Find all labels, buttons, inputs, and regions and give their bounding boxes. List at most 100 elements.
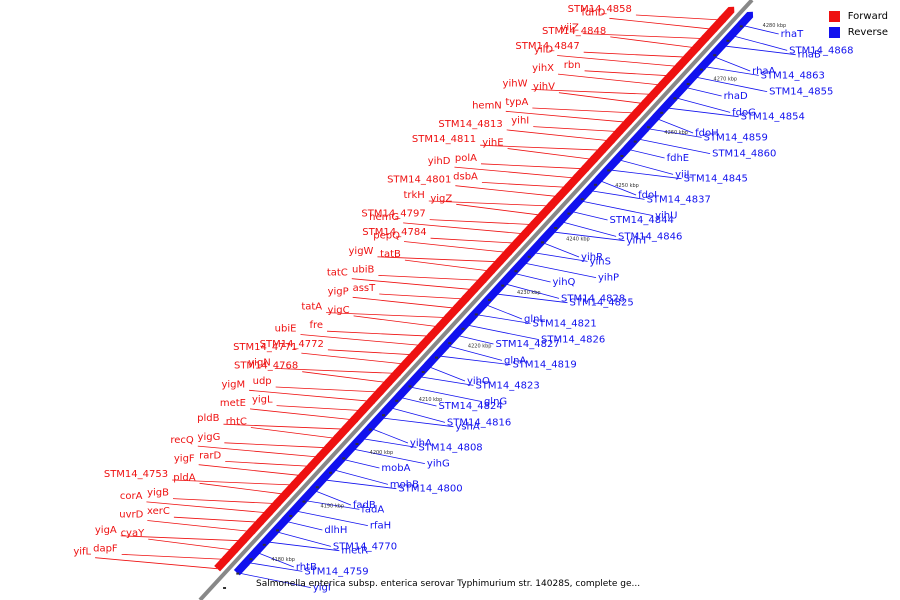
forward-gene-label[interactable]: metE — [220, 398, 246, 409]
forward-gene-label[interactable]: STM14_4753 — [104, 469, 168, 480]
reverse-gene-label[interactable]: mobA — [381, 463, 410, 474]
reverse-gene-label[interactable]: mobB — [390, 479, 419, 490]
forward-gene-label[interactable]: STM14_4858 — [568, 4, 632, 15]
forward-gene-label[interactable]: corA — [120, 491, 143, 502]
reverse-gene-label[interactable]: rhaD — [724, 91, 748, 102]
reverse-gene-label[interactable]: yihQ — [553, 277, 576, 288]
legend-item-forward[interactable]: Forward — [828, 8, 888, 24]
forward-gene-label[interactable]: ubiB — [352, 264, 374, 275]
reverse-gene-label[interactable]: yihU — [655, 211, 677, 222]
forward-gene-label[interactable]: STM14_4811 — [412, 134, 476, 145]
forward-gene-label[interactable]: yihV — [533, 82, 555, 93]
reverse-gene-label[interactable]: STM14_4808 — [418, 442, 482, 453]
forward-gene-label[interactable]: yiiZ — [560, 23, 578, 34]
reverse-gene-label[interactable]: STM14_4837 — [647, 194, 711, 205]
forward-gene-label[interactable]: rhtC — [226, 417, 247, 428]
forward-gene-label[interactable]: cyaY — [121, 528, 146, 539]
forward-gene-label[interactable]: hemN — [472, 100, 502, 111]
forward-gene-label[interactable]: STM14_4768 — [234, 361, 298, 372]
reverse-gene-label[interactable]: glnG — [484, 397, 507, 408]
reverse-gene-label[interactable]: STM14_4800 — [398, 484, 462, 495]
forward-gene-label[interactable]: yigM — [221, 379, 245, 390]
forward-gene-label[interactable]: yigZ — [430, 193, 452, 204]
forward-gene-label[interactable]: ubiE — [275, 324, 297, 335]
forward-gene-label[interactable]: assT — [353, 283, 377, 294]
reverse-gene-label[interactable]: glnA — [504, 355, 526, 366]
forward-gene-label[interactable]: udp — [253, 376, 272, 387]
reverse-gene-label[interactable]: STM14_4823 — [475, 380, 539, 391]
forward-gene-label[interactable]: dapF — [93, 543, 118, 554]
reverse-gene-label[interactable]: yshA — [455, 422, 479, 433]
reverse-gene-label[interactable]: STM14_4863 — [761, 70, 825, 81]
forward-gene-label[interactable]: yigP — [328, 286, 349, 297]
reverse-gene-label[interactable]: STM14_4855 — [769, 87, 833, 98]
forward-gene-label[interactable]: STM14_4797 — [361, 209, 425, 220]
forward-gene-label[interactable]: yihI — [511, 116, 529, 127]
forward-gene-arrow[interactable] — [214, 555, 230, 572]
reverse-gene-label[interactable]: glnL — [524, 314, 545, 325]
forward-gene-label[interactable]: STM14_4784 — [362, 227, 426, 238]
reverse-gene-label[interactable]: STM14_4845 — [684, 174, 748, 185]
reverse-gene-label[interactable]: STM14_4860 — [712, 149, 776, 160]
forward-gene-label[interactable]: trkH — [403, 190, 424, 201]
forward-gene-label[interactable]: yigN — [248, 357, 271, 368]
reverse-gene-label[interactable]: yihT — [627, 236, 649, 247]
forward-gene-label[interactable]: pldB — [197, 413, 219, 424]
forward-gene-label[interactable]: STM14_4848 — [542, 26, 606, 37]
forward-gene-label[interactable]: STM14_4813 — [438, 119, 502, 130]
reverse-gene-label[interactable]: rhaT — [781, 29, 804, 40]
forward-gene-label[interactable]: yihD — [428, 156, 451, 167]
reverse-gene-label[interactable]: STM14_4825 — [570, 298, 634, 309]
reverse-gene-label[interactable]: yihS — [590, 256, 611, 267]
reverse-gene-label[interactable]: dlhH — [324, 525, 347, 536]
forward-gene-label[interactable]: fre — [309, 320, 323, 331]
forward-gene-label[interactable]: STM14_4772 — [260, 339, 324, 350]
reverse-gene-label[interactable]: STM14_4828 — [561, 293, 625, 304]
reverse-gene-label[interactable]: STM14_4819 — [512, 360, 576, 371]
reverse-gene-label[interactable]: STM14_4859 — [704, 132, 768, 143]
legend-item-reverse[interactable]: Reverse — [828, 24, 888, 40]
forward-gene-label[interactable]: STM14_4801 — [387, 175, 451, 186]
forward-gene-label[interactable]: xerC — [147, 506, 170, 517]
forward-gene-label[interactable]: yigB — [147, 488, 169, 499]
forward-gene-label[interactable]: tatC — [327, 268, 348, 279]
reverse-gene-label[interactable]: fadB — [353, 500, 376, 511]
reverse-gene-label[interactable]: rhtB — [296, 562, 317, 573]
forward-gene-label[interactable]: hemG — [369, 212, 399, 223]
reverse-gene-label[interactable]: STM14_4759 — [304, 566, 368, 577]
forward-gene-label[interactable]: typA — [505, 97, 528, 108]
forward-gene-label[interactable]: pldA — [173, 472, 195, 483]
forward-gene-label[interactable]: fdhD — [581, 7, 605, 18]
forward-gene-label[interactable]: yigA — [95, 525, 117, 536]
forward-gene-label[interactable]: rarD — [199, 450, 221, 461]
reverse-gene-label[interactable]: STM14_4868 — [789, 45, 853, 56]
reverse-gene-label[interactable]: STM14_4827 — [495, 339, 559, 350]
reverse-gene-label[interactable]: yigI — [313, 583, 331, 594]
reverse-gene-label[interactable]: STM14_4824 — [438, 401, 502, 412]
forward-gene-label[interactable]: polA — [455, 153, 477, 164]
reverse-gene-label[interactable]: STM14_4770 — [333, 541, 397, 552]
forward-gene-label[interactable]: uvrD — [119, 510, 143, 521]
forward-gene-label[interactable]: yigL — [252, 395, 273, 406]
forward-gene-label[interactable]: yihX — [532, 63, 554, 74]
forward-gene-label[interactable]: yigW — [349, 246, 374, 257]
reverse-gene-label[interactable]: STM14_4844 — [610, 215, 674, 226]
reverse-gene-label[interactable]: yihP — [598, 273, 619, 284]
reverse-gene-label[interactable]: rfaH — [370, 521, 391, 532]
reverse-gene-label[interactable]: fdoI — [638, 190, 657, 201]
forward-gene-label[interactable]: yigF — [174, 454, 195, 465]
forward-gene-label[interactable]: rbn — [564, 60, 581, 71]
forward-gene-label[interactable]: yifL — [73, 547, 91, 558]
reverse-gene-label[interactable]: fdoH — [695, 128, 719, 139]
reverse-gene-label[interactable]: yihO — [467, 376, 490, 387]
reverse-gene-label[interactable]: yihG — [427, 459, 450, 470]
forward-gene-label[interactable]: STM14_4847 — [515, 41, 579, 52]
forward-gene-label[interactable]: yiiD — [534, 45, 553, 56]
reverse-gene-label[interactable]: STM14_4854 — [741, 112, 805, 123]
reverse-gene-label[interactable]: fadA — [361, 504, 384, 515]
forward-gene-label[interactable]: dsbA — [453, 171, 478, 182]
forward-gene-label[interactable]: yihE — [482, 138, 503, 149]
forward-gene-label[interactable]: pepQ — [373, 231, 400, 242]
reverse-gene-label[interactable]: rhaB — [798, 50, 821, 61]
reverse-gene-label[interactable]: STM14_4846 — [618, 231, 682, 242]
